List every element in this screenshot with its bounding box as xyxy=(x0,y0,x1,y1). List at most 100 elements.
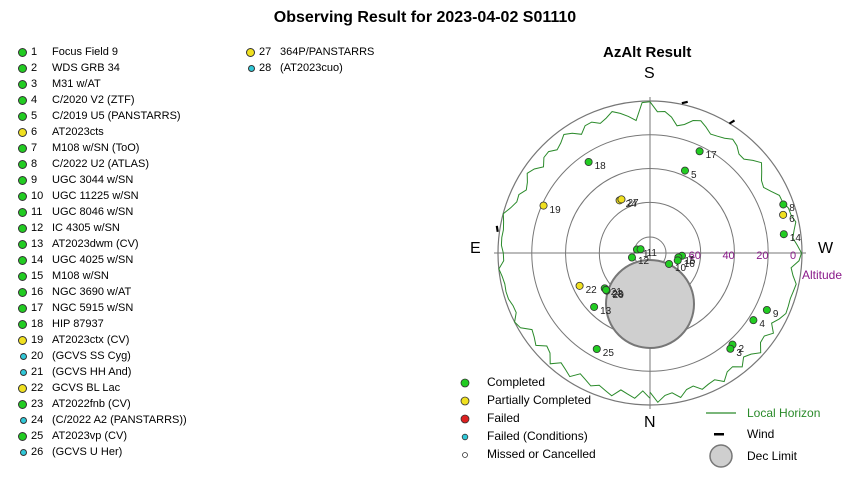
target-name: (C/2022 A2 (PANSTARRS)) xyxy=(52,414,187,426)
target-name: M108 w/SN (ToO) xyxy=(52,142,140,154)
data-point xyxy=(695,147,704,156)
data-point xyxy=(762,306,771,315)
data-point-label: 12 xyxy=(637,256,650,268)
data-point xyxy=(590,302,599,311)
legend-marker xyxy=(460,414,470,424)
target-name: 364P/PANSTARRS xyxy=(280,46,375,58)
data-point-label: 9 xyxy=(772,309,779,320)
data-point-label: 5 xyxy=(690,169,697,181)
status-dot-icon xyxy=(20,369,27,376)
target-number: 11 xyxy=(31,206,43,218)
direction-e: E xyxy=(470,240,481,257)
data-point xyxy=(726,344,735,353)
legend-label: Failed (Conditions) xyxy=(487,429,588,443)
target-number: 6 xyxy=(31,126,38,138)
dec-limit-disk xyxy=(605,259,695,349)
target-number: 4 xyxy=(31,94,38,106)
data-point xyxy=(627,253,636,262)
target-name: AT2022fnb (CV) xyxy=(52,398,131,410)
target-name: AT2023ctx (CV) xyxy=(52,334,130,346)
status-dot-icon xyxy=(18,96,27,105)
target-name: HIP 87937 xyxy=(52,318,104,330)
wind-tick xyxy=(681,100,688,105)
data-point xyxy=(673,256,682,265)
status-dot-icon xyxy=(18,224,27,233)
data-point xyxy=(779,230,788,239)
data-point xyxy=(779,200,788,209)
status-dot-icon xyxy=(18,320,27,329)
status-dot-icon xyxy=(18,144,27,153)
status-dot-icon xyxy=(18,192,27,201)
legend-marker xyxy=(460,378,470,388)
data-point-label: 13 xyxy=(600,305,612,317)
target-name: M108 w/SN xyxy=(52,270,109,282)
target-name: AT2023dwm (CV) xyxy=(52,238,139,250)
target-name: C/2022 U2 (ATLAS) xyxy=(52,158,150,170)
data-point-label: 4 xyxy=(759,319,765,331)
data-point-label: 17 xyxy=(705,150,717,162)
legend-dec-limit-disk xyxy=(709,444,733,468)
data-point-label: 27 xyxy=(627,198,639,210)
chart-title: AzAlt Result xyxy=(603,44,692,61)
data-point-label: 14 xyxy=(789,233,801,245)
data-point xyxy=(665,259,674,268)
target-name: (GCVS SS Cyg) xyxy=(52,350,131,362)
data-point-label: 25 xyxy=(602,348,614,359)
legend-label: Failed xyxy=(487,411,520,425)
target-number: 21 xyxy=(31,366,44,378)
data-point xyxy=(575,281,584,290)
data-point xyxy=(592,345,601,354)
target-number: 25 xyxy=(31,430,44,442)
legend-label: Wind xyxy=(747,427,775,441)
status-dot-icon xyxy=(18,432,27,441)
target-name: GCVS BL Lac xyxy=(52,382,121,394)
data-point xyxy=(779,210,788,219)
local-horizon-line xyxy=(498,101,803,404)
target-name: C/2020 V2 (ZTF) xyxy=(52,94,135,106)
target-number: 16 xyxy=(31,286,44,298)
target-name: NGC 3690 w/AT xyxy=(52,286,132,298)
direction-w: W xyxy=(818,240,834,257)
legend-label: Dec Limit xyxy=(747,449,798,463)
target-name: C/2019 U5 (PANSTARRS) xyxy=(52,110,181,122)
direction-s: S xyxy=(644,65,655,82)
target-number: 19 xyxy=(31,334,44,346)
target-number: 27 xyxy=(259,46,272,58)
data-point-label: 11 xyxy=(646,248,657,260)
target-name: M31 w/AT xyxy=(52,78,101,90)
data-point-label: 21 xyxy=(610,287,622,299)
data-point xyxy=(636,245,645,254)
target-number: 28 xyxy=(259,62,272,74)
target-name: IC 4305 w/SN xyxy=(52,222,120,234)
target-number: 2 xyxy=(31,62,38,74)
target-name: UGC 11225 w/SN xyxy=(52,190,139,202)
data-point-label: 23 xyxy=(612,288,624,300)
legend-wind-tick xyxy=(714,433,724,436)
target-name: UGC 8046 w/SN xyxy=(52,206,134,218)
altitude-tick-label: 60 xyxy=(688,250,701,262)
status-dot-icon xyxy=(18,176,27,185)
legend-marker xyxy=(462,452,468,458)
status-dot-icon xyxy=(18,272,27,281)
data-point-label: 22 xyxy=(585,284,597,296)
target-name: Focus Field 9 xyxy=(52,46,119,58)
data-point xyxy=(617,195,626,204)
altitude-tick-label: 20 xyxy=(756,250,769,262)
data-point-label: 2 xyxy=(738,343,745,355)
target-name: (AT2023cuo) xyxy=(280,62,343,74)
data-point xyxy=(602,285,611,294)
data-point-label: 3 xyxy=(736,347,742,359)
status-dot-icon xyxy=(18,208,27,217)
status-dot-icon xyxy=(18,160,27,169)
data-point xyxy=(749,316,758,325)
data-point-label: 7 xyxy=(687,254,694,266)
legend-label: Partially Completed xyxy=(487,393,592,407)
target-number: 14 xyxy=(31,254,44,266)
target-number: 12 xyxy=(31,222,44,234)
status-dot-icon xyxy=(18,240,27,249)
status-dot-icon xyxy=(18,384,27,393)
data-point-label: 24 xyxy=(625,199,637,211)
target-number: 17 xyxy=(31,302,44,314)
target-name: UGC 4025 w/SN xyxy=(52,254,134,266)
